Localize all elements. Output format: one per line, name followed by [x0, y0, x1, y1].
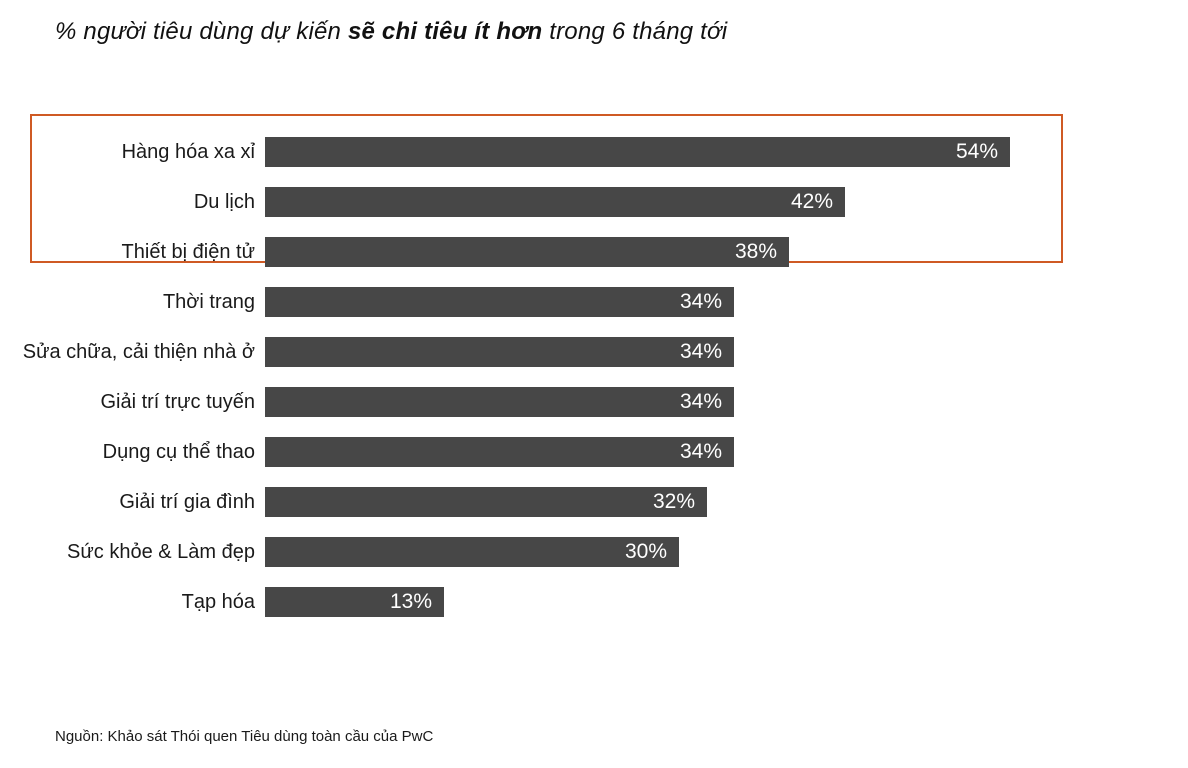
bar-row: Sửa chữa, cải thiện nhà ở 34% — [0, 327, 1188, 377]
bar: 30% — [265, 537, 679, 567]
bar: 34% — [265, 337, 734, 367]
source-note: Nguồn: Khảo sát Thói quen Tiêu dùng toàn… — [55, 728, 434, 745]
category-label: Giải trí trực tuyến — [100, 390, 255, 413]
bar-row: Giải trí gia đình 32% — [0, 477, 1188, 527]
value-label: 54% — [955, 140, 998, 163]
category-label: Thiết bị điện tử — [121, 240, 255, 263]
category-label: Sức khỏe & Làm đẹp — [67, 540, 255, 563]
value-label: 13% — [389, 590, 432, 613]
title-emphasis: sẽ chi tiêu ít hơn — [347, 18, 543, 45]
bar-row: Sức khỏe & Làm đẹp 30% — [0, 527, 1188, 577]
value-label: 42% — [790, 190, 833, 213]
category-label: Dụng cụ thể thao — [102, 440, 255, 463]
bar: 34% — [265, 437, 734, 467]
title-suffix: trong 6 tháng tới — [542, 18, 728, 45]
bar: 34% — [265, 287, 734, 317]
value-label: 34% — [679, 340, 722, 363]
category-label: Du lịch — [193, 190, 255, 213]
value-label: 32% — [652, 490, 695, 513]
bar-chart: Hàng hóa xa xỉ 54% Du lịch 42% Thiết bị … — [0, 127, 1188, 627]
value-label: 34% — [679, 390, 722, 413]
bar: 42% — [265, 187, 845, 217]
bar-row: Du lịch 42% — [0, 177, 1188, 227]
bar-row: Thiết bị điện tử 38% — [0, 227, 1188, 277]
value-label: 34% — [679, 290, 722, 313]
bar: 13% — [265, 587, 444, 617]
category-label: Giải trí gia đình — [119, 490, 255, 513]
value-label: 30% — [624, 540, 667, 563]
bar-row: Thời trang 34% — [0, 277, 1188, 327]
bar-row: Giải trí trực tuyến 34% — [0, 377, 1188, 427]
category-label: Hàng hóa xa xỉ — [121, 140, 255, 163]
chart-title: % người tiêu dùng dự kiến sẽ chi tiêu ít… — [55, 18, 727, 46]
bar-row: Dụng cụ thể thao 34% — [0, 427, 1188, 477]
bar-row: Tạp hóa 13% — [0, 577, 1188, 627]
value-label: 38% — [734, 240, 777, 263]
bar: 38% — [265, 237, 789, 267]
bar-row: Hàng hóa xa xỉ 54% — [0, 127, 1188, 177]
value-label: 34% — [679, 440, 722, 463]
category-label: Thời trang — [162, 290, 255, 313]
category-label: Tạp hóa — [181, 590, 255, 613]
title-prefix: % người tiêu dùng dự kiến — [55, 18, 348, 45]
category-label: Sửa chữa, cải thiện nhà ở — [22, 340, 255, 363]
bar: 32% — [265, 487, 707, 517]
bar: 54% — [265, 137, 1010, 167]
bar: 34% — [265, 387, 734, 417]
